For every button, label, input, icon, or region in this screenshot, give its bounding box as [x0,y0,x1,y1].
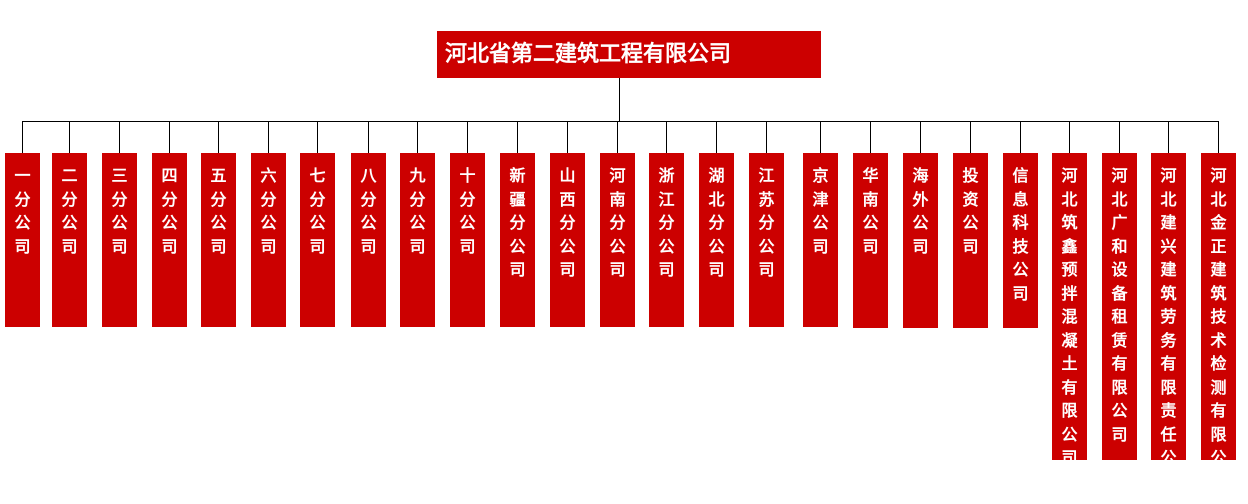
child-connector [69,121,70,153]
subsidiary-label: 二分公司 [61,166,78,256]
child-connector [1168,121,1169,153]
subsidiary-label: 海外公司 [912,166,929,256]
child-connector [417,121,418,153]
subsidiary-label: 河北金正建筑技术检测有限公司 [1210,166,1227,491]
subsidiary-box: 河南分公司 [600,153,635,327]
child-connector [820,121,821,153]
subsidiary-box: 华南公司 [853,153,888,328]
subsidiary-box: 八分公司 [351,153,386,327]
child-connector [970,121,971,153]
subsidiary-box: 六分公司 [251,153,286,327]
child-connector [317,121,318,153]
subsidiary-box: 十分公司 [450,153,485,327]
subsidiary-box: 信息科技公司 [1003,153,1038,328]
subsidiary-label: 投资公司 [962,166,979,256]
root-company-label: 河北省第二建筑工程有限公司 [445,42,732,67]
subsidiary-label: 河北建兴建筑劳务有限责任公司 [1160,166,1177,491]
subsidiary-box: 河北筑鑫预拌混凝土有限公司 [1052,153,1087,467]
subsidiary-box: 山西分公司 [550,153,585,327]
subsidiary-box: 河北建兴建筑劳务有限责任公司 [1151,153,1186,491]
child-connector [870,121,871,153]
child-connector [268,121,269,153]
child-connector [467,121,468,153]
child-connector [169,121,170,153]
subsidiary-box: 海外公司 [903,153,938,328]
child-connector [517,121,518,153]
child-connector [218,121,219,153]
child-connector [1069,121,1070,153]
subsidiary-box: 四分公司 [152,153,187,327]
child-connector [617,121,618,153]
subsidiary-box: 二分公司 [52,153,87,327]
child-connector [716,121,717,153]
root-connector [619,78,620,121]
subsidiary-box: 江苏分公司 [749,153,784,327]
subsidiary-label: 五分公司 [210,166,227,256]
child-connector [119,121,120,153]
child-connector [368,121,369,153]
subsidiary-box: 投资公司 [953,153,988,328]
subsidiary-label: 京津公司 [812,166,829,256]
root-company-box: 河北省第二建筑工程有限公司 [437,31,821,78]
subsidiary-label: 新疆分公司 [509,166,526,279]
subsidiary-label: 河北筑鑫预拌混凝土有限公司 [1061,166,1078,467]
horizontal-bus-line [22,121,1219,122]
subsidiary-box: 浙江分公司 [649,153,684,327]
subsidiary-label: 六分公司 [260,166,277,256]
child-connector [1020,121,1021,153]
child-connector [1218,121,1219,153]
subsidiary-label: 三分公司 [111,166,128,256]
subsidiary-label: 一分公司 [14,166,31,256]
subsidiary-box: 一分公司 [5,153,40,327]
subsidiary-label: 山西分公司 [559,166,576,279]
subsidiary-box: 新疆分公司 [500,153,535,327]
subsidiary-box: 湖北分公司 [699,153,734,327]
child-connector [1119,121,1120,153]
subsidiary-label: 四分公司 [161,166,178,256]
subsidiary-label: 信息科技公司 [1012,166,1029,303]
child-connector [666,121,667,153]
subsidiary-box: 三分公司 [102,153,137,327]
child-connector [920,121,921,153]
subsidiary-label: 九分公司 [409,166,426,256]
child-connector [766,121,767,153]
subsidiary-box: 河北广和设备租赁有限公司 [1102,153,1137,460]
subsidiary-label: 湖北分公司 [708,166,725,279]
subsidiary-box: 九分公司 [400,153,435,327]
subsidiary-label: 河南分公司 [609,166,626,279]
subsidiary-label: 七分公司 [309,166,326,256]
subsidiary-label: 十分公司 [459,166,476,256]
subsidiary-label: 浙江分公司 [658,166,675,279]
subsidiary-box: 京津公司 [803,153,838,327]
subsidiary-box: 河北金正建筑技术检测有限公司 [1201,153,1236,491]
subsidiary-box: 五分公司 [201,153,236,327]
subsidiary-label: 华南公司 [862,166,879,256]
child-connector [22,121,23,153]
child-connector [567,121,568,153]
subsidiary-label: 八分公司 [360,166,377,256]
subsidiary-label: 河北广和设备租赁有限公司 [1111,166,1128,444]
subsidiary-box: 七分公司 [300,153,335,327]
subsidiary-label: 江苏分公司 [758,166,775,279]
